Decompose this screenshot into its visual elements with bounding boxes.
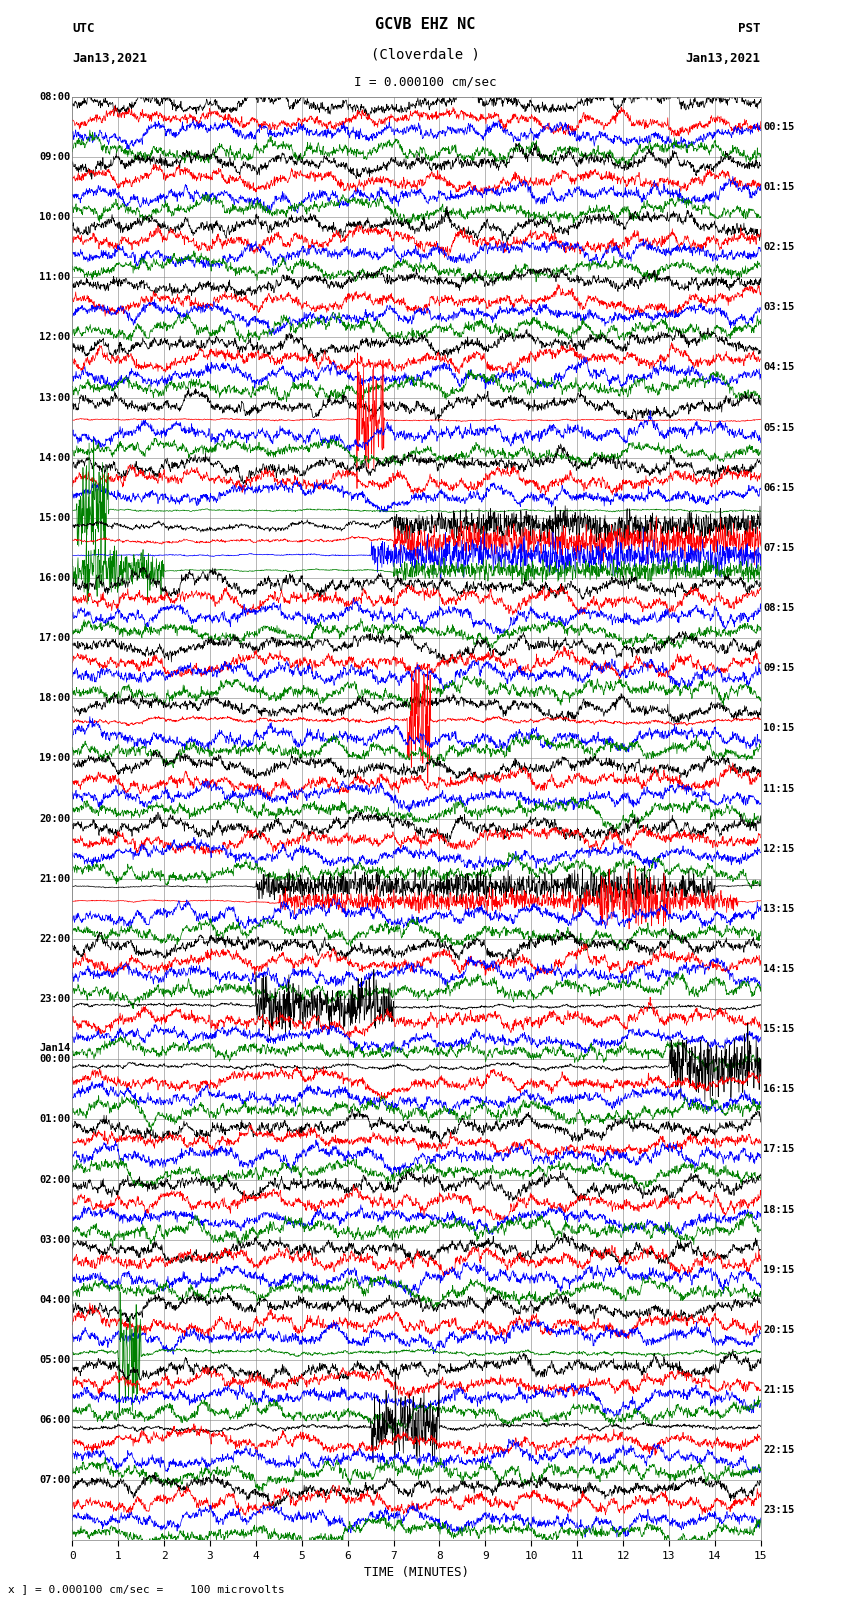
Text: 12:00: 12:00 [39,332,71,342]
Text: Jan14: Jan14 [39,1042,71,1053]
Text: 15:15: 15:15 [763,1024,795,1034]
Text: 12:15: 12:15 [763,844,795,853]
Text: 22:15: 22:15 [763,1445,795,1455]
Text: 16:15: 16:15 [763,1084,795,1094]
Text: 04:00: 04:00 [39,1295,71,1305]
Text: 11:00: 11:00 [39,273,71,282]
Text: 09:00: 09:00 [39,152,71,161]
Text: 18:15: 18:15 [763,1205,795,1215]
Text: PST: PST [739,23,761,35]
Text: 21:15: 21:15 [763,1386,795,1395]
Text: 05:00: 05:00 [39,1355,71,1365]
Text: 10:00: 10:00 [39,211,71,223]
Text: 20:00: 20:00 [39,813,71,824]
Text: 00:15: 00:15 [763,123,795,132]
Text: 06:15: 06:15 [763,482,795,492]
Text: 18:00: 18:00 [39,694,71,703]
Text: 17:15: 17:15 [763,1145,795,1155]
Text: 01:00: 01:00 [39,1115,71,1124]
Text: 09:15: 09:15 [763,663,795,673]
X-axis label: TIME (MINUTES): TIME (MINUTES) [364,1566,469,1579]
Text: x ] = 0.000100 cm/sec =    100 microvolts: x ] = 0.000100 cm/sec = 100 microvolts [8,1584,286,1594]
Text: 08:15: 08:15 [763,603,795,613]
Text: 19:15: 19:15 [763,1265,795,1274]
Text: 17:00: 17:00 [39,634,71,644]
Text: 23:00: 23:00 [39,994,71,1003]
Text: I = 0.000100 cm/sec: I = 0.000100 cm/sec [354,76,496,89]
Text: 03:00: 03:00 [39,1234,71,1245]
Text: UTC: UTC [72,23,94,35]
Text: 11:15: 11:15 [763,784,795,794]
Text: 01:15: 01:15 [763,182,795,192]
Text: 03:15: 03:15 [763,302,795,313]
Text: 13:15: 13:15 [763,903,795,915]
Text: 21:00: 21:00 [39,874,71,884]
Text: 23:15: 23:15 [763,1505,795,1515]
Text: 10:15: 10:15 [763,723,795,734]
Text: 02:00: 02:00 [39,1174,71,1184]
Text: 19:00: 19:00 [39,753,71,763]
Text: 07:15: 07:15 [763,544,795,553]
Text: 08:00: 08:00 [39,92,71,102]
Text: 15:00: 15:00 [39,513,71,523]
Text: 13:00: 13:00 [39,392,71,403]
Text: 20:15: 20:15 [763,1324,795,1336]
Text: 04:15: 04:15 [763,363,795,373]
Text: 16:00: 16:00 [39,573,71,582]
Text: 06:00: 06:00 [39,1415,71,1426]
Text: (Cloverdale ): (Cloverdale ) [371,47,479,61]
Text: GCVB EHZ NC: GCVB EHZ NC [375,18,475,32]
Text: 22:00: 22:00 [39,934,71,944]
Text: 14:00: 14:00 [39,453,71,463]
Text: 02:15: 02:15 [763,242,795,252]
Text: Jan13,2021: Jan13,2021 [686,52,761,65]
Text: 00:00: 00:00 [39,1055,71,1065]
Text: 14:15: 14:15 [763,965,795,974]
Text: 05:15: 05:15 [763,423,795,432]
Text: Jan13,2021: Jan13,2021 [72,52,147,65]
Text: 07:00: 07:00 [39,1476,71,1486]
